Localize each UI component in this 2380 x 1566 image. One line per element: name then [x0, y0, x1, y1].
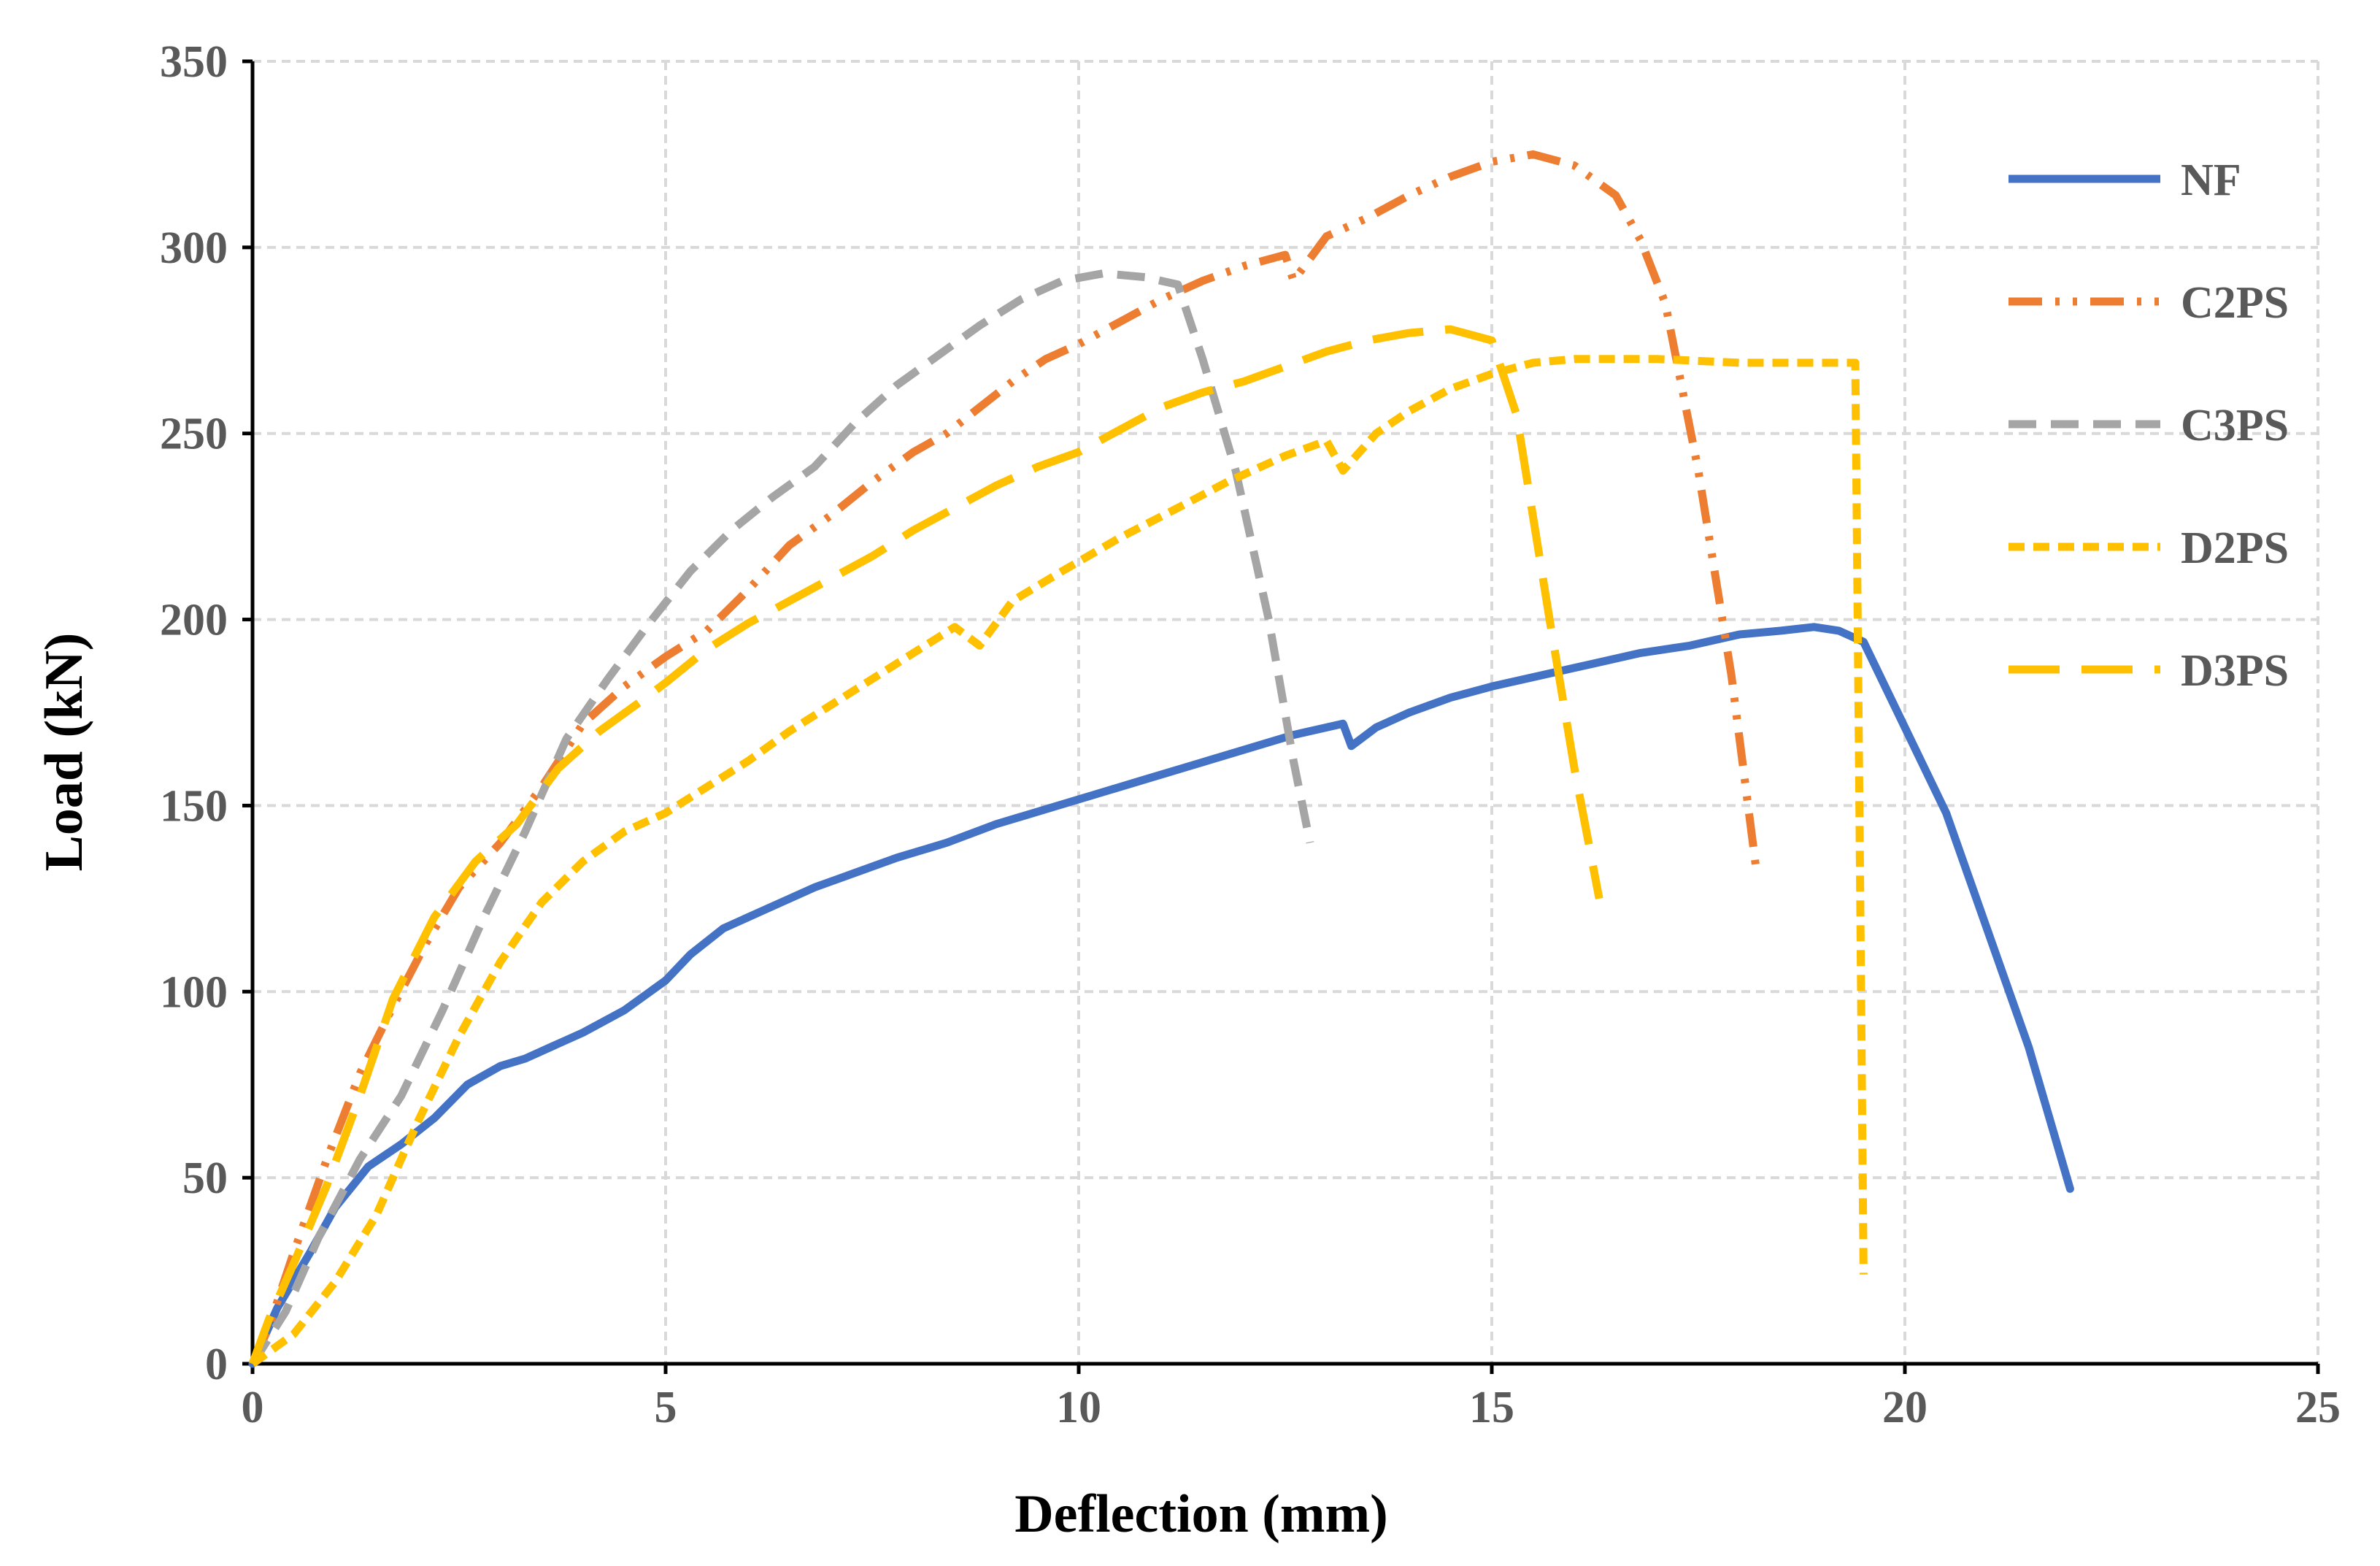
x-tick-label: 15 [1469, 1383, 1514, 1432]
series-layer [248, 150, 2074, 1368]
y-tick-label: 150 [160, 781, 228, 831]
axes-layer: 0 50 100 150 200 250 300 350 0 5 10 15 20 25 [160, 37, 2341, 1432]
grid-layer [253, 60, 2319, 1364]
series-line-d3ps [248, 325, 1603, 1365]
y-tick-label: 50 [182, 1154, 228, 1203]
y-tick-label: 0 [205, 1340, 228, 1389]
y-tick-label: 350 [160, 37, 228, 87]
y-tick-label: 300 [160, 223, 228, 273]
legend-label-nf: NF [2181, 156, 2241, 205]
y-axis-title: Load (kN) [34, 633, 94, 872]
x-tick-label: 25 [2295, 1383, 2341, 1432]
legend-label-c3ps: C3PS [2181, 401, 2289, 450]
series-line-nf [248, 623, 2074, 1368]
legend: NF C2PS C3PS D2PS D3PS [2009, 156, 2289, 696]
series-line-d2ps [250, 355, 1868, 1367]
x-tick-label: 0 [242, 1383, 264, 1432]
y-tick-label: 200 [160, 596, 228, 645]
legend-label-d3ps: D3PS [2181, 646, 2289, 696]
x-tick-label: 10 [1056, 1383, 1101, 1432]
x-axis-title: Deflection (mm) [1014, 1484, 1388, 1544]
series-line-c3ps [249, 269, 1314, 1366]
x-tick-label: 5 [655, 1383, 677, 1432]
y-tick-label: 250 [160, 410, 228, 459]
x-tick-label: 20 [1882, 1383, 1928, 1432]
series-line-c2ps [248, 150, 1760, 1366]
legend-label-d2ps: D2PS [2181, 523, 2289, 573]
legend-label-c2ps: C2PS [2181, 278, 2289, 328]
y-tick-label: 100 [160, 967, 228, 1017]
